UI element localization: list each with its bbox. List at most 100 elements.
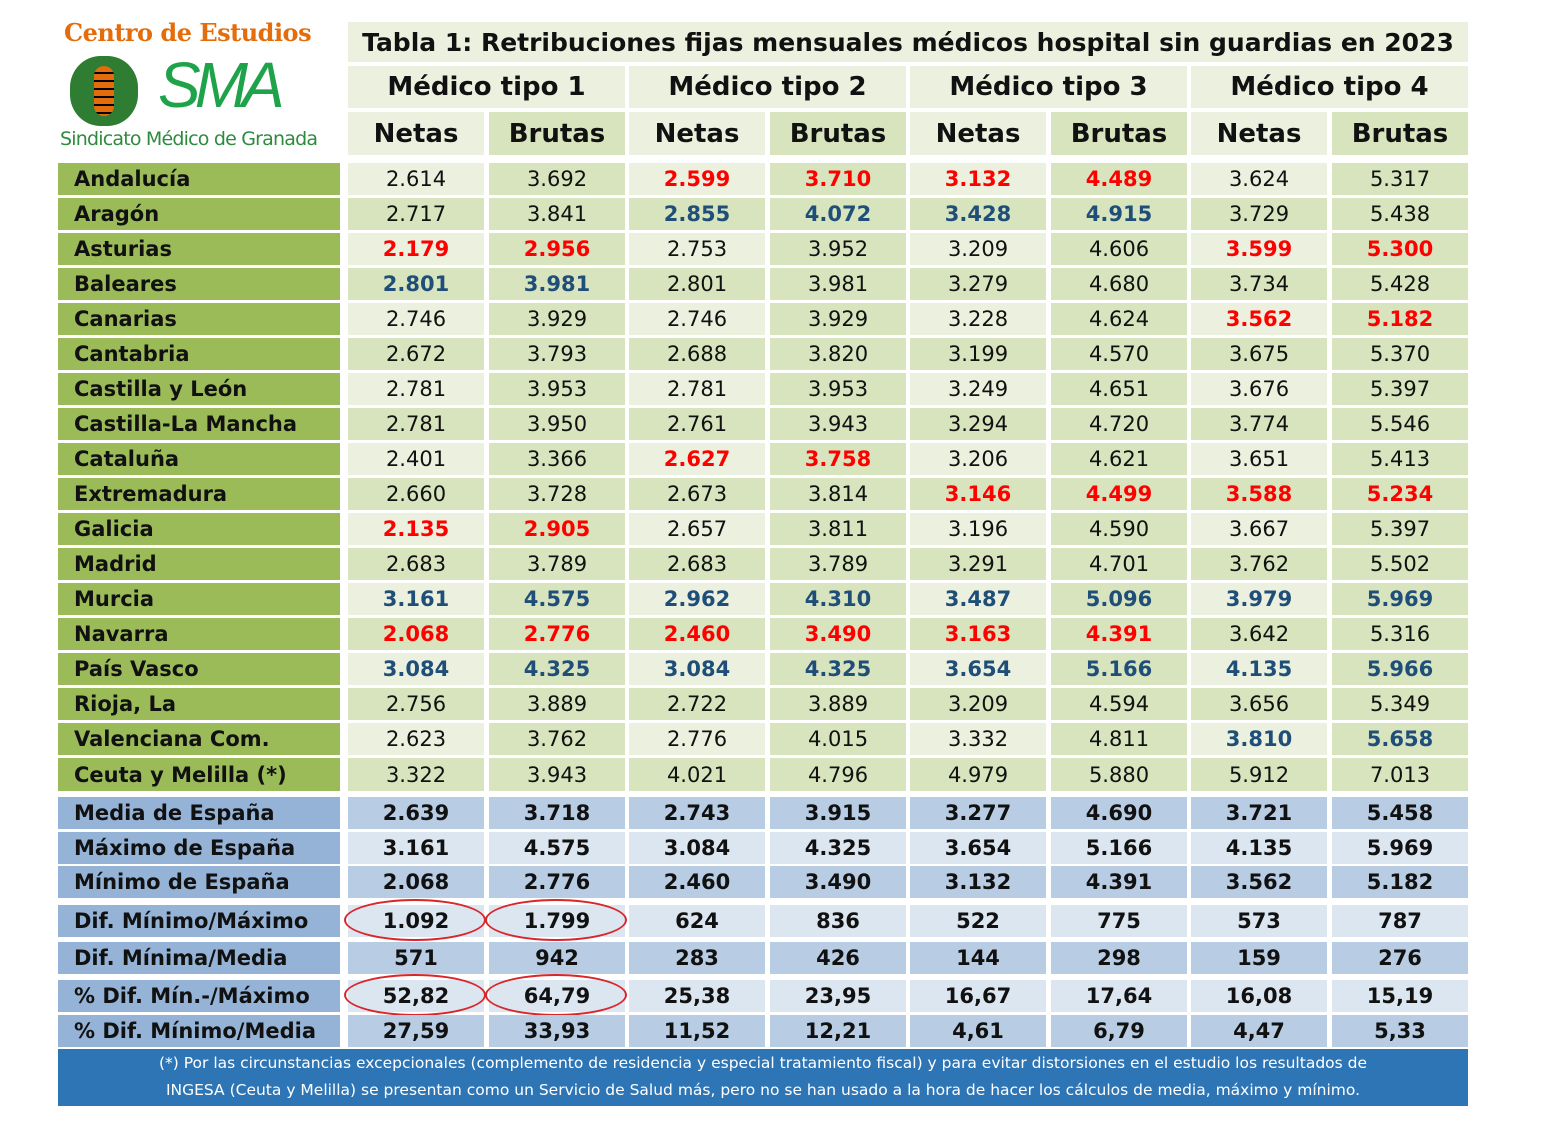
table-cell: 3.163 [910, 618, 1046, 650]
table-cell: 2.673 [629, 478, 765, 510]
table-cell: 4.489 [1051, 163, 1187, 195]
table-cell: 3.642 [1191, 618, 1327, 650]
table-cell: 2.683 [348, 548, 484, 580]
highlight-circle [344, 899, 486, 941]
table-cell: 3.810 [1191, 723, 1327, 755]
summary-cell: 775 [1051, 905, 1187, 937]
table-cell: 4.590 [1051, 513, 1187, 545]
subheader-brutas: Brutas [1051, 112, 1187, 155]
summary-cell: 33,93 [489, 1015, 625, 1047]
table-cell: 5.300 [1332, 233, 1468, 265]
table-cell: 2.179 [348, 233, 484, 265]
table-cell: 4.325 [770, 653, 906, 685]
table-cell: 5.438 [1332, 198, 1468, 230]
group-header: Médico tipo 2 [629, 66, 906, 108]
summary-cell: 942 [489, 942, 625, 974]
table-cell: 3.729 [1191, 198, 1327, 230]
row-label: Ceuta y Melilla (*) [58, 758, 340, 791]
summary-cell: 27,59 [348, 1015, 484, 1047]
table-cell: 3.943 [489, 758, 625, 791]
summary-label: % Dif. Mínimo/Media [58, 1015, 340, 1047]
summary-cell: 6,79 [1051, 1015, 1187, 1047]
table-cell: 2.599 [629, 163, 765, 195]
logo: Centro de Estudios SMA Sindicato Médico … [58, 18, 340, 158]
row-label: Cataluña [58, 443, 340, 475]
table-cell: 5.234 [1332, 478, 1468, 510]
table-cell: 3.667 [1191, 513, 1327, 545]
table-cell: 2.660 [348, 478, 484, 510]
summary-cell: 4.391 [1051, 866, 1187, 898]
table-cell: 3.820 [770, 338, 906, 370]
table-cell: 3.146 [910, 478, 1046, 510]
table-cell: 3.692 [489, 163, 625, 195]
table-cell: 4.606 [1051, 233, 1187, 265]
summary-label: Máximo de España [58, 832, 340, 864]
table-cell: 4.499 [1051, 478, 1187, 510]
summary-cell: 11,52 [629, 1015, 765, 1047]
summary-cell: 624 [629, 905, 765, 937]
table-cell: 3.294 [910, 408, 1046, 440]
table-cell: 5.397 [1332, 513, 1468, 545]
group-header: Médico tipo 3 [910, 66, 1187, 108]
table-cell: 3.366 [489, 443, 625, 475]
table-cell: 3.793 [489, 338, 625, 370]
table-cell: 3.332 [910, 723, 1046, 755]
row-label: Valenciana Com. [58, 723, 340, 755]
summary-cell: 522 [910, 905, 1046, 937]
table-cell: 3.624 [1191, 163, 1327, 195]
table-cell: 3.929 [489, 303, 625, 335]
highlight-circle [485, 974, 627, 1016]
summary-cell: 23,95 [770, 980, 906, 1012]
table-cell: 3.676 [1191, 373, 1327, 405]
table-cell: 5.370 [1332, 338, 1468, 370]
subheader-netas: Netas [910, 112, 1046, 155]
summary-cell: 5,33 [1332, 1015, 1468, 1047]
table-cell: 3.762 [489, 723, 625, 755]
table-cell: 2.776 [629, 723, 765, 755]
table-cell: 4.325 [489, 653, 625, 685]
summary-cell: 12,21 [770, 1015, 906, 1047]
table-cell: 2.962 [629, 583, 765, 615]
table-cell: 3.199 [910, 338, 1046, 370]
summary-cell: 4.690 [1051, 797, 1187, 829]
table-cell: 4.680 [1051, 268, 1187, 300]
summary-cell: 16,08 [1191, 980, 1327, 1012]
table-cell: 2.722 [629, 688, 765, 720]
table-cell: 2.688 [629, 338, 765, 370]
table-cell: 2.756 [348, 688, 484, 720]
summary-cell: 2.639 [348, 797, 484, 829]
summary-cell: 3.562 [1191, 866, 1327, 898]
table-cell: 2.801 [629, 268, 765, 300]
table-cell: 2.068 [348, 618, 484, 650]
table-cell: 3.428 [910, 198, 1046, 230]
table-cell: 4.624 [1051, 303, 1187, 335]
table-cell: 3.206 [910, 443, 1046, 475]
highlight-circle [344, 974, 486, 1016]
table-cell: 2.746 [348, 303, 484, 335]
table-cell: 3.762 [1191, 548, 1327, 580]
table-cell: 3.811 [770, 513, 906, 545]
summary-cell: 3.490 [770, 866, 906, 898]
subheader-brutas: Brutas [770, 112, 906, 155]
row-label: Galicia [58, 513, 340, 545]
table-cell: 3.228 [910, 303, 1046, 335]
table-cell: 7.013 [1332, 758, 1468, 791]
table-cell: 5.969 [1332, 583, 1468, 615]
row-label: Aragón [58, 198, 340, 230]
subheader-netas: Netas [348, 112, 484, 155]
summary-cell: 3.718 [489, 797, 625, 829]
table-cell: 2.683 [629, 548, 765, 580]
table-cell: 5.912 [1191, 758, 1327, 791]
table-cell: 4.072 [770, 198, 906, 230]
highlight-circle [485, 899, 627, 941]
group-header: Médico tipo 1 [348, 66, 625, 108]
summary-cell: 4.575 [489, 832, 625, 864]
table-cell: 3.279 [910, 268, 1046, 300]
table-cell: 5.413 [1332, 443, 1468, 475]
subheader-netas: Netas [629, 112, 765, 155]
summary-cell: 25,38 [629, 980, 765, 1012]
table-cell: 2.614 [348, 163, 484, 195]
summary-cell: 4.325 [770, 832, 906, 864]
table-cell: 3.675 [1191, 338, 1327, 370]
summary-label: Media de España [58, 797, 340, 829]
